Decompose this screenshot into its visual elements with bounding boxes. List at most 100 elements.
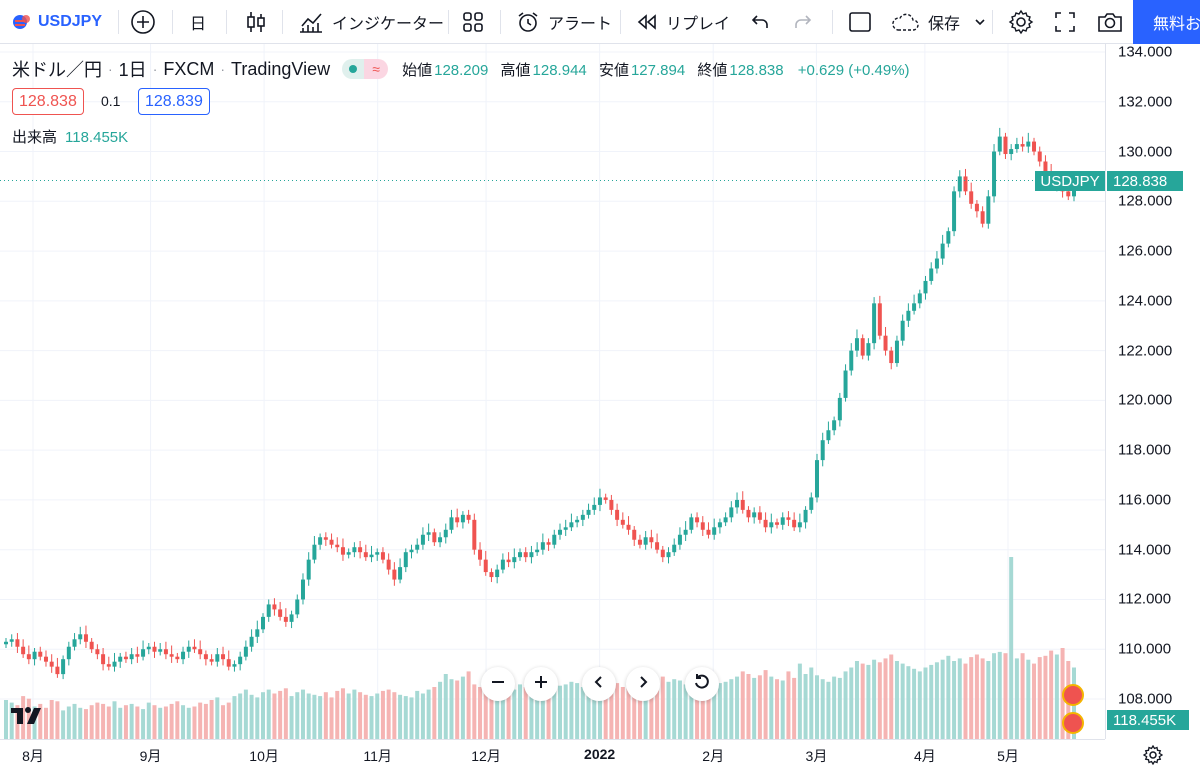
snapshot-button[interactable] xyxy=(1097,0,1123,44)
replay-label: リプレイ xyxy=(666,16,731,33)
volume-bar xyxy=(55,701,60,739)
volume-bar xyxy=(43,707,48,739)
volume-bar xyxy=(489,683,494,739)
zoom-in-button[interactable] xyxy=(524,667,558,701)
sell-price-button[interactable]: 128.838 xyxy=(12,88,84,115)
candle xyxy=(615,509,620,520)
fullscreen-button[interactable] xyxy=(1054,0,1076,44)
candle xyxy=(335,544,340,548)
candle xyxy=(226,659,231,667)
volume-bar xyxy=(112,701,117,739)
camera-icon xyxy=(1097,11,1123,33)
free-trial-button[interactable]: 無料お xyxy=(1133,0,1200,44)
volume-bar xyxy=(563,684,568,739)
chart-settings-button[interactable] xyxy=(1142,744,1164,766)
volume-bar xyxy=(415,690,420,739)
volume-bar xyxy=(135,706,140,739)
candle xyxy=(455,517,460,523)
price-axis-label: 110.000 xyxy=(1118,640,1172,658)
reset-chart-button[interactable] xyxy=(685,667,719,701)
candle xyxy=(135,654,140,657)
indicators-button[interactable]: インジケーター xyxy=(298,0,444,44)
volume-bar xyxy=(61,710,66,739)
candle xyxy=(420,534,425,545)
candle xyxy=(32,651,37,660)
candles-icon xyxy=(244,10,268,34)
candle xyxy=(192,646,197,650)
price-axis-label: 120.000 xyxy=(1118,391,1173,409)
fullscreen-toggle-button[interactable] xyxy=(848,0,872,44)
volume-bar xyxy=(1054,654,1059,739)
candle xyxy=(900,320,905,341)
candle xyxy=(575,519,580,523)
legend-title[interactable]: 米ドル／円 xyxy=(12,60,102,80)
tradingview-logo[interactable] xyxy=(8,700,48,730)
candle xyxy=(495,569,500,578)
volume-bar xyxy=(866,664,871,739)
chart-type-button[interactable] xyxy=(244,0,268,44)
candle xyxy=(483,559,488,573)
volume-bar xyxy=(443,674,448,739)
candle xyxy=(118,656,123,662)
candle xyxy=(21,646,26,655)
alert-button[interactable]: アラート xyxy=(516,0,612,44)
volume-bar xyxy=(141,709,146,739)
volume-bar xyxy=(729,679,734,739)
volume-bar xyxy=(272,693,277,739)
jp-event-flag-icon[interactable] xyxy=(1062,712,1084,734)
layouts-button[interactable] xyxy=(462,0,484,44)
candle xyxy=(95,649,100,655)
redo-icon xyxy=(793,12,813,32)
scroll-left-button[interactable] xyxy=(582,667,616,701)
volume-bar xyxy=(946,655,951,739)
candle xyxy=(712,527,717,535)
volume-bar xyxy=(1026,659,1031,739)
volume-bar xyxy=(209,700,214,739)
candle xyxy=(603,497,608,500)
chevron-down-icon xyxy=(974,18,986,26)
change-value: +0.629 (+0.49%) xyxy=(797,61,910,79)
buy-price-button[interactable]: 128.839 xyxy=(138,88,210,115)
indicators-label: インジケーター xyxy=(332,16,445,33)
volume-legend: 出来高 118.455K xyxy=(12,126,128,147)
volume-bar xyxy=(221,705,226,739)
symbol-search-button[interactable]: USDJPY xyxy=(12,0,102,44)
price-chart[interactable] xyxy=(0,44,1105,739)
scroll-right-button[interactable] xyxy=(626,667,660,701)
volume-bar xyxy=(872,659,877,739)
undo-button[interactable] xyxy=(750,0,770,44)
volume-bar xyxy=(512,689,517,739)
replay-button[interactable]: リプレイ xyxy=(636,0,730,44)
candle xyxy=(757,512,762,520)
volume-bar xyxy=(980,658,985,739)
open-value: 128.209 xyxy=(434,61,489,79)
market-status-pill[interactable]: ≈ xyxy=(342,59,389,79)
candle xyxy=(837,397,842,421)
candle xyxy=(175,656,180,660)
time-axis-label: 9月 xyxy=(139,748,162,764)
volume-bar xyxy=(318,696,323,739)
candle xyxy=(146,646,151,650)
us-event-flag-icon[interactable] xyxy=(1062,684,1084,706)
candle xyxy=(1032,141,1037,152)
zoom-out-button[interactable] xyxy=(481,667,515,701)
volume-bar xyxy=(169,703,174,739)
price-axis-label: 128.000 xyxy=(1118,192,1173,210)
volume-bar xyxy=(786,671,791,739)
interval-button[interactable]: 日 xyxy=(190,0,206,44)
time-axis-label: 12月 xyxy=(471,748,501,764)
candle xyxy=(997,136,1002,152)
candle xyxy=(300,579,305,600)
volume-bar xyxy=(660,676,665,739)
volume-bar xyxy=(506,688,511,739)
candle xyxy=(529,552,534,558)
volume-bar xyxy=(1003,653,1008,739)
volume-bar xyxy=(192,706,197,739)
plus-icon xyxy=(533,674,549,695)
redo-button[interactable] xyxy=(793,0,813,44)
save-button[interactable]: 保存 xyxy=(890,0,986,44)
settings-toolbar-button[interactable] xyxy=(1008,0,1034,44)
candle xyxy=(620,519,625,525)
compare-button[interactable] xyxy=(130,0,156,44)
volume-bar xyxy=(546,690,551,739)
